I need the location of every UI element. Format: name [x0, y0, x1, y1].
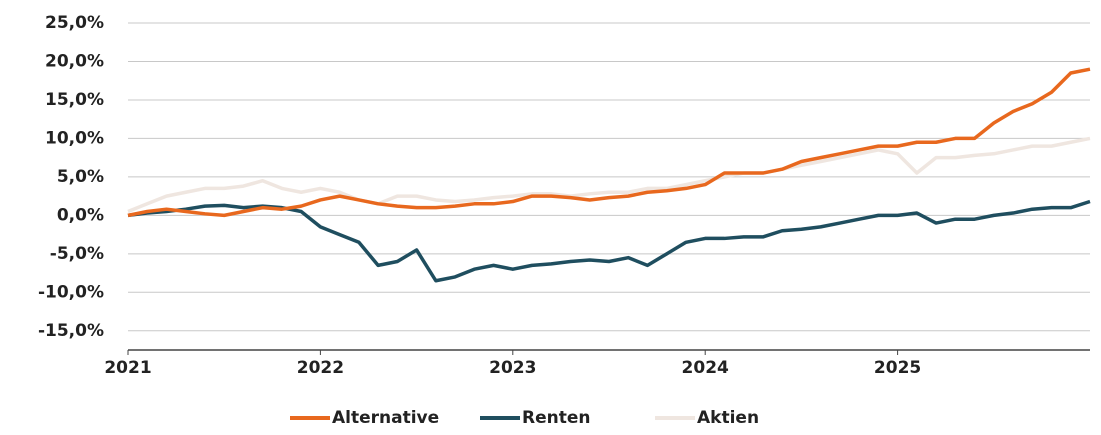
x-tick-label: 2022	[297, 358, 344, 378]
y-tick-label: -5,0%	[50, 244, 104, 264]
y-tick-label: 25,0%	[45, 13, 104, 33]
series-line	[127, 199, 1091, 283]
series-line	[127, 67, 1091, 218]
x-tick-label: 2023	[489, 358, 536, 378]
y-tick-label: -10,0%	[38, 282, 104, 302]
y-tick-label: 15,0%	[45, 90, 104, 110]
y-tick-label: 20,0%	[45, 51, 104, 71]
y-tick-label: 5,0%	[57, 167, 104, 187]
legend-label: Aktien	[697, 408, 759, 428]
x-tick-label: 2021	[104, 358, 151, 378]
y-tick-label: -15,0%	[38, 321, 104, 341]
series-line	[127, 136, 1091, 214]
legend-label: Alternative	[332, 408, 439, 428]
y-tick-label: 0,0%	[57, 205, 104, 225]
x-tick-label: 2024	[682, 358, 729, 378]
x-tick-label: 2025	[874, 358, 921, 378]
y-tick-label: 10,0%	[45, 128, 104, 148]
legend-label: Renten	[522, 408, 590, 428]
